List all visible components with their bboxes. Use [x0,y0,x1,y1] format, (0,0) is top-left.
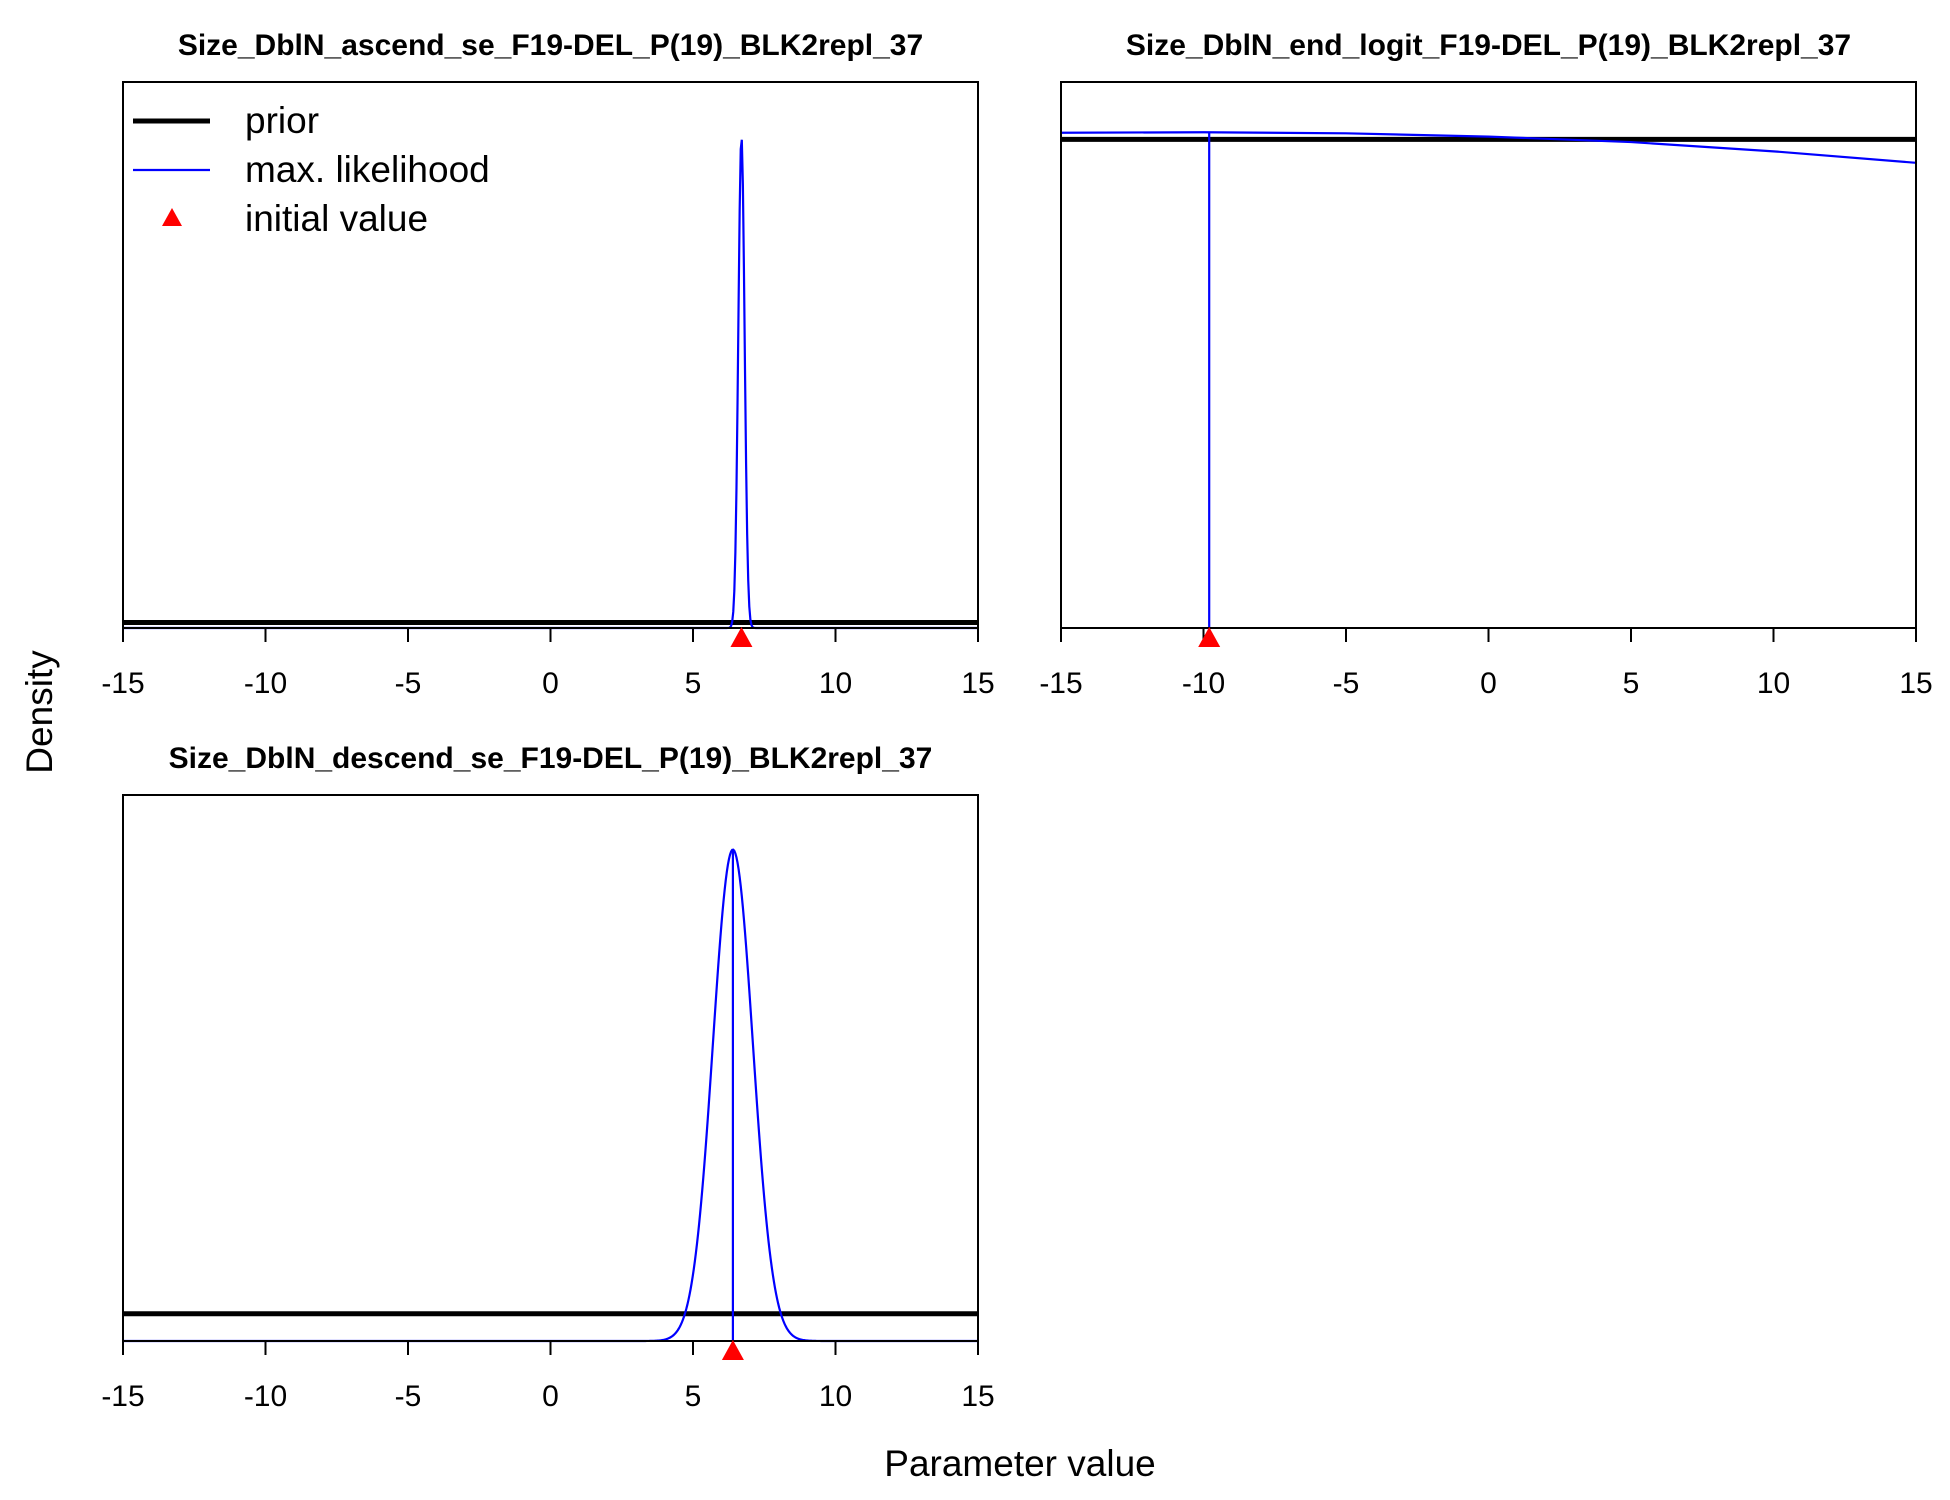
initial-value-marker [721,1340,744,1360]
x-tick-label: 15 [1899,667,1932,700]
x-axis-label: Parameter value [884,1443,1155,1484]
legend-label: max. likelihood [245,149,490,190]
x-tick-label: 15 [961,667,994,700]
x-tick-label: 15 [961,1380,994,1413]
x-tick-label: 5 [1623,667,1640,700]
x-tick-label: 0 [542,1380,559,1413]
legend-label: prior [245,100,319,141]
panel-title: Size_DblN_descend_se_F19-DEL_P(19)_BLK2r… [169,742,933,775]
x-tick-label: -15 [1039,667,1082,700]
x-tick-label: -10 [244,667,287,700]
x-tick-label: -10 [244,1380,287,1413]
x-tick-label: 5 [685,667,702,700]
max-likelihood-curve [123,848,978,1343]
plot-frame [1060,81,1917,629]
panel-2: Size_DblN_end_logit_F19-DEL_P(19)_BLK2re… [1039,29,1932,700]
panel-1: Size_DblN_ascend_se_F19-DEL_P(19)_BLK2re… [101,29,994,700]
x-tick-label: -5 [1333,667,1360,700]
x-tick-label: 5 [685,1380,702,1413]
x-tick-label: -10 [1182,667,1225,700]
panel-title: Size_DblN_ascend_se_F19-DEL_P(19)_BLK2re… [178,29,923,62]
y-axis-label: Density [19,650,60,774]
x-tick-label: 10 [819,667,852,700]
x-tick-label: -5 [395,1380,422,1413]
x-tick-label: 10 [819,1380,852,1413]
x-tick-label: -15 [101,667,144,700]
x-tick-label: 0 [1480,667,1497,700]
legend: prior max. likelihood initial value [133,100,490,239]
panel-title: Size_DblN_end_logit_F19-DEL_P(19)_BLK2re… [1126,29,1851,62]
x-tick-label: -5 [395,667,422,700]
panel-3: Size_DblN_descend_se_F19-DEL_P(19)_BLK2r… [101,742,994,1413]
plot-frame [122,794,979,1342]
max-likelihood-curve [1060,131,1917,164]
initial-value-marker [730,627,753,647]
legend-initial-swatch [162,208,182,226]
initial-value-marker [1198,627,1221,647]
x-tick-label: -15 [101,1380,144,1413]
x-tick-label: 0 [542,667,559,700]
x-tick-label: 10 [1757,667,1790,700]
legend-label: initial value [245,198,428,239]
